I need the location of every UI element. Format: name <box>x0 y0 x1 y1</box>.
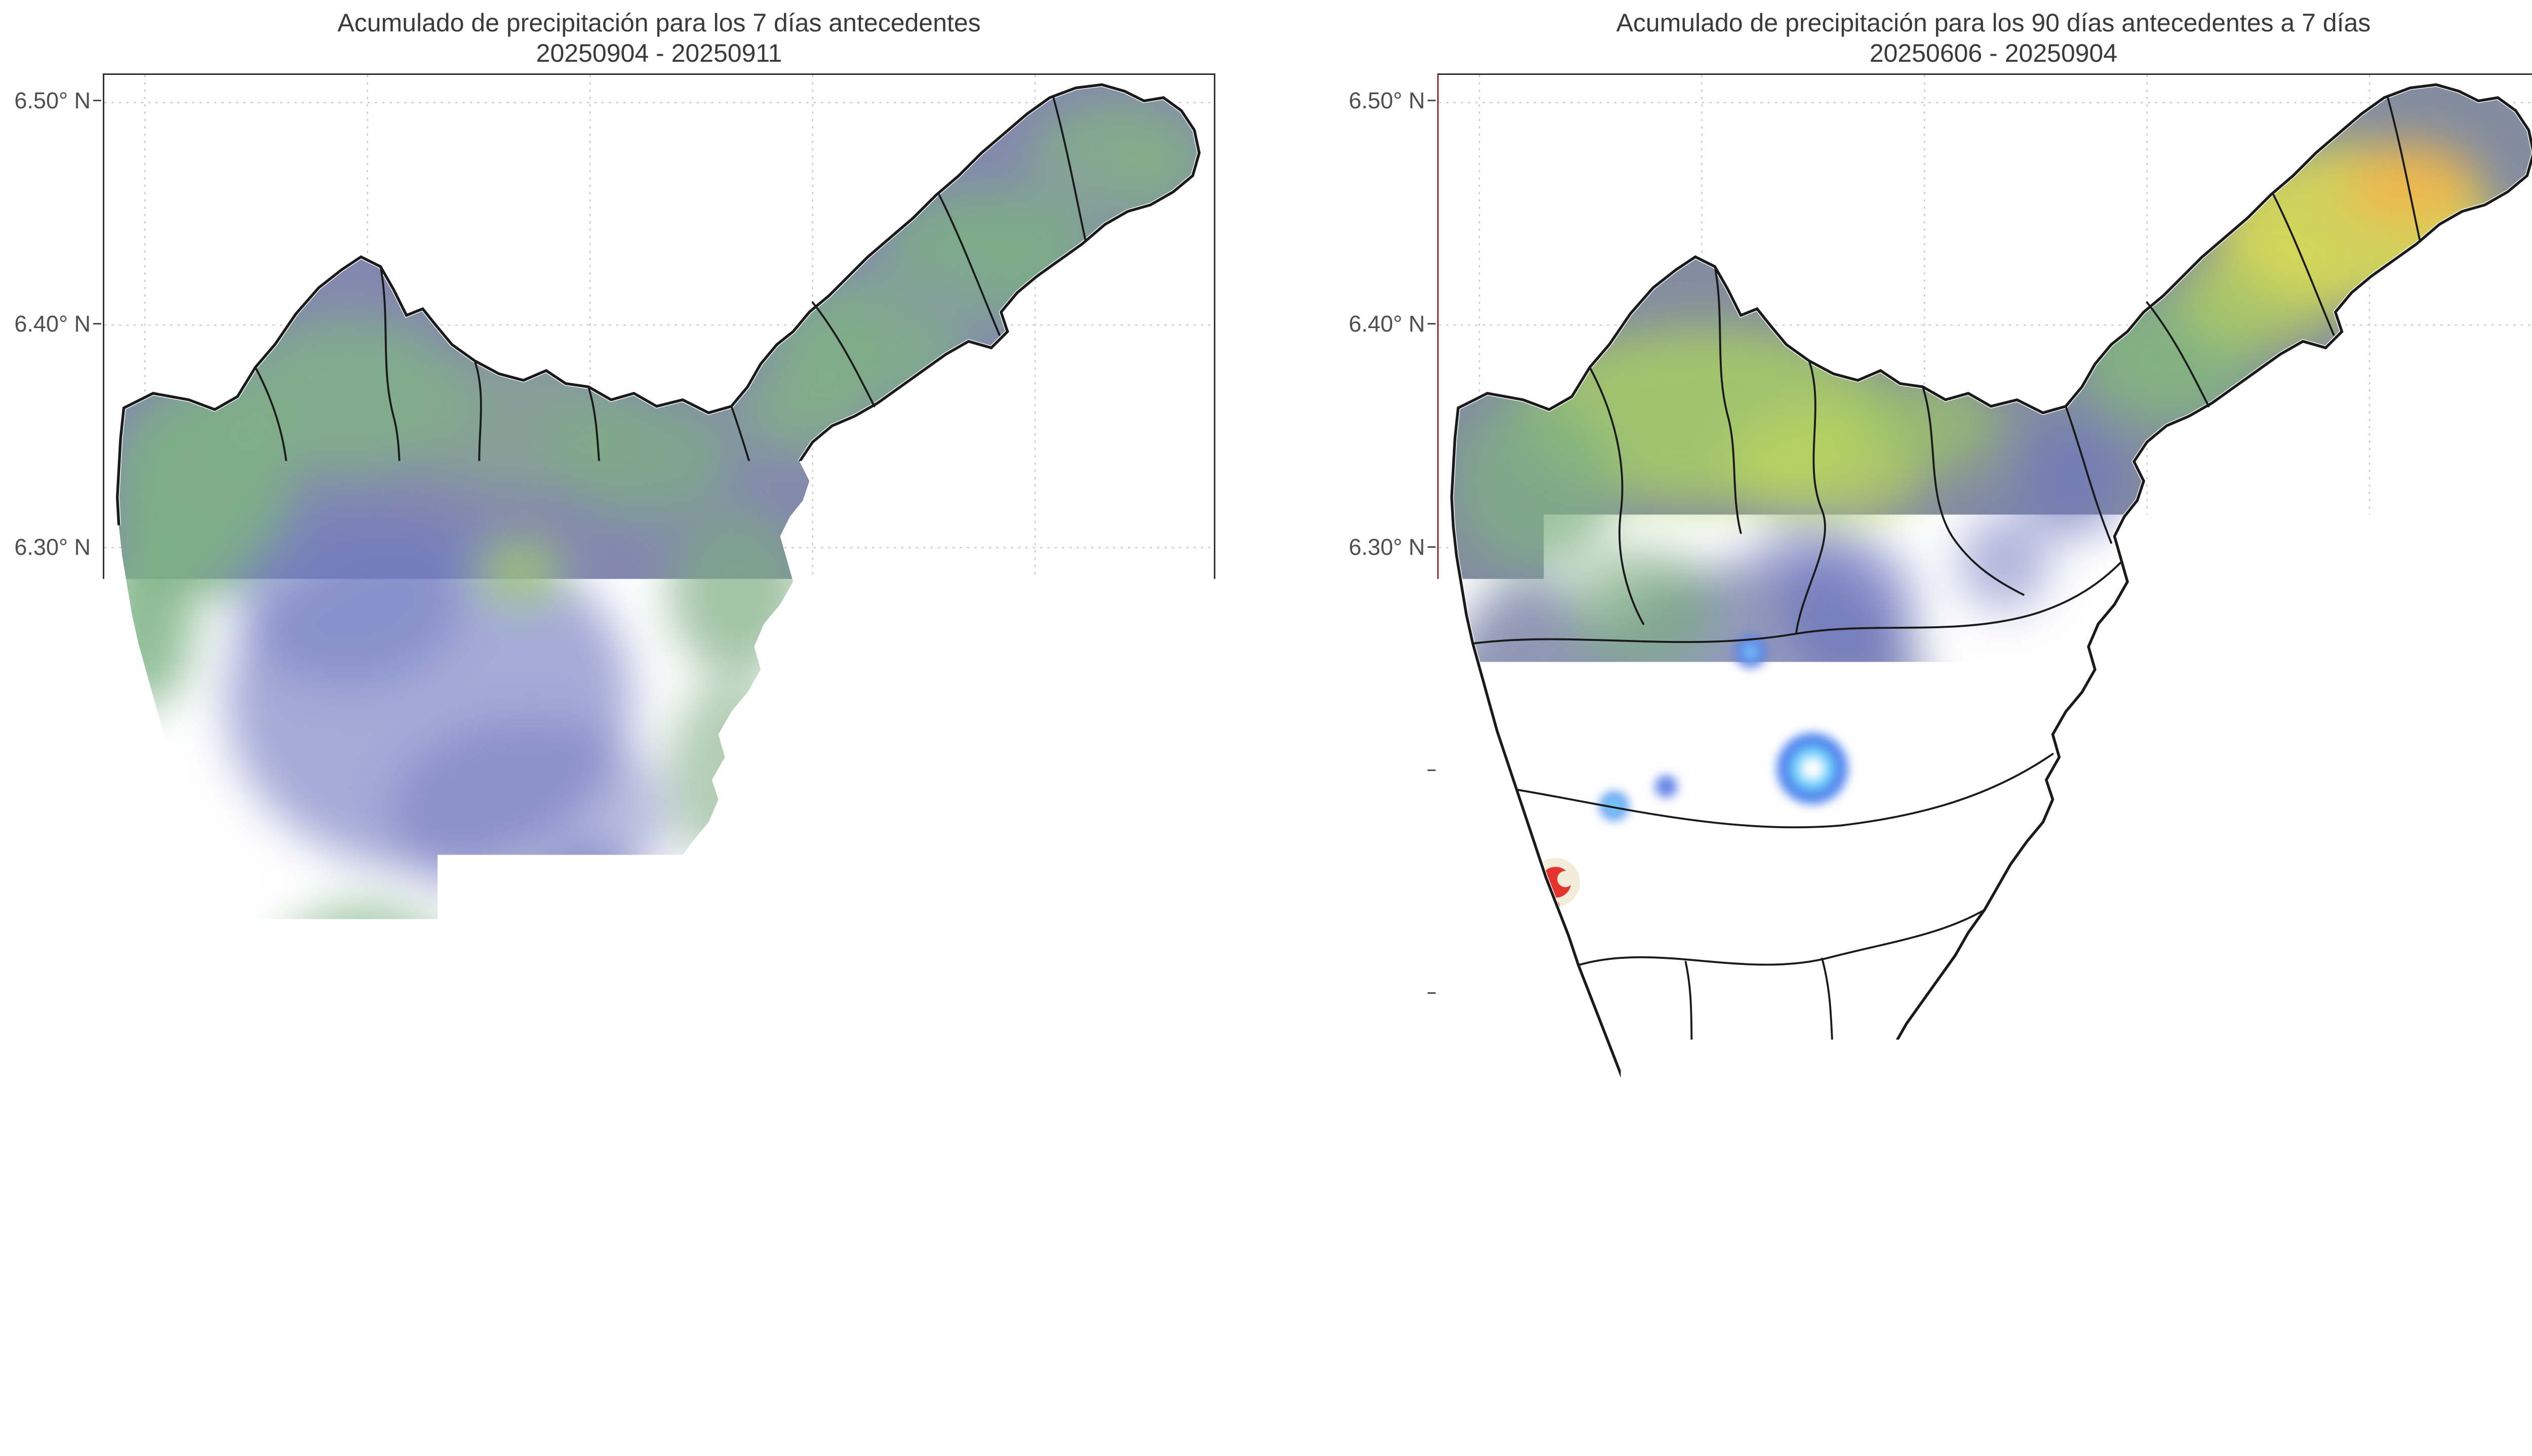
colorbar-7day <box>103 1322 1215 1361</box>
colorbar-gradient <box>1438 1323 2532 1360</box>
colorbar-tick-label: 40 <box>284 1368 309 1393</box>
colorbar-tick-label: 200 <box>828 1368 866 1393</box>
lat-tick-mark <box>1428 100 1436 101</box>
lat-tick-mark <box>93 1216 101 1217</box>
lat-tick-label: 6.40° N <box>0 311 91 337</box>
colorbar-tick-label: 60 <box>352 1368 378 1393</box>
colorbar-tick-label: 300 <box>1766 1368 1804 1393</box>
colorbar-tick-label: 280 <box>1103 1368 1141 1393</box>
colorbar-label: Acumulado Precipitación [mm] <box>103 1398 1215 1430</box>
colorbar-tick-label: 100 <box>1564 1368 1602 1393</box>
lon-tick-label: 75.70° W <box>96 1281 190 1307</box>
colorbar-tick-label: 0 <box>151 1368 164 1393</box>
colorbar-gradient <box>103 1323 1215 1360</box>
lon-tick-label: 75.60° W <box>1654 1281 1748 1307</box>
colorbar-tick-label: 140 <box>621 1368 659 1393</box>
panel-90day: Acumulado de precipitación para los 90 d… <box>1437 73 2532 1275</box>
lon-tick-label: 75.60° W <box>320 1281 414 1307</box>
lat-tick-label: 6.30° N <box>0 535 91 560</box>
colorbar-label: Acumulado Precipitación [mm] <box>1437 1398 2532 1430</box>
colorbar-tick-label: 900 <box>2372 1368 2410 1393</box>
lat-tick-mark <box>93 100 101 101</box>
lat-tick-label: 6.00° N <box>1304 1204 1425 1229</box>
lat-tick-label: 6.20° N <box>0 758 91 783</box>
colorbar-tick-label: 100 <box>484 1368 522 1393</box>
colorbar-tick-label: 20 <box>214 1368 240 1393</box>
panel-title: Acumulado de precipitación para los 90 d… <box>1437 8 2532 68</box>
figure: Acumulado de precipitación para los 7 dí… <box>0 0 2532 1456</box>
lat-tick-mark <box>1428 1216 1436 1217</box>
lon-tick-label: 75.30° W <box>990 1281 1084 1307</box>
lat-tick-label: 6.10° N <box>0 981 91 1006</box>
lat-tick-label: 6.30° N <box>1304 535 1425 560</box>
panel-7day: Acumulado de precipitación para los 7 dí… <box>103 73 1215 1275</box>
lon-tick-label: 75.70° W <box>1431 1281 1525 1307</box>
precipitation-map-90day <box>1439 75 2532 1274</box>
colorbar-tick-label: 700 <box>2170 1368 2208 1393</box>
colorbar-tick-label: 600 <box>2070 1368 2108 1393</box>
colorbar-tick-label: 180 <box>759 1368 797 1393</box>
lat-tick-mark <box>93 546 101 548</box>
colorbar-tick-label: 1000 <box>2468 1368 2518 1393</box>
lat-tick-mark <box>1428 323 1436 325</box>
lat-tick-label: 6.10° N <box>1304 981 1425 1006</box>
colorbar-tick-label: 200 <box>1666 1368 1704 1393</box>
colorbar-tick-label: 120 <box>552 1368 590 1393</box>
panel-title-line1: Acumulado de precipitación para los 90 d… <box>1437 8 2532 38</box>
lon-tick-label: 75.50° W <box>1877 1281 1971 1307</box>
lat-tick-mark <box>1428 770 1436 771</box>
colorbar-tick-label: 240 <box>966 1368 1004 1393</box>
lon-tick-label: 75.40° W <box>2101 1281 2195 1307</box>
lat-tick-mark <box>93 323 101 325</box>
panel-title: Acumulado de precipitación para los 7 dí… <box>103 8 1215 68</box>
colorbar-90day <box>1437 1322 2532 1361</box>
colorbar-tick-label: 800 <box>2272 1368 2310 1393</box>
colorbar-tick-label: 500 <box>1968 1368 2006 1393</box>
colorbar-tick-label: 0 <box>1476 1368 1489 1393</box>
colorbar-tick-label: 80 <box>421 1368 447 1393</box>
panel-title-line2: 20250904 - 20250911 <box>103 38 1215 68</box>
colorbar-tick-label: 400 <box>1868 1368 1906 1393</box>
lat-tick-label: 6.40° N <box>1304 311 1425 337</box>
lat-tick-mark <box>93 992 101 994</box>
precipitation-map-7day <box>104 75 1214 1274</box>
lat-tick-mark <box>1428 546 1436 548</box>
panel-title-line2: 20250606 - 20250904 <box>1437 38 2532 68</box>
lon-tick-label: 75.30° W <box>2324 1281 2418 1307</box>
lat-tick-mark <box>1428 992 1436 994</box>
map-axes <box>1437 73 2532 1275</box>
lon-tick-label: 75.50° W <box>543 1281 637 1307</box>
map-axes <box>103 73 1215 1275</box>
lat-tick-mark <box>93 770 101 771</box>
lon-tick-label: 75.40° W <box>766 1281 860 1307</box>
lat-tick-label: 6.50° N <box>0 88 91 113</box>
colorbar-tick-label: 160 <box>690 1368 728 1393</box>
colorbar-tick-label: 10 <box>180 1368 205 1393</box>
lat-tick-label: 6.50° N <box>1304 88 1425 113</box>
panel-title-line1: Acumulado de precipitación para los 7 dí… <box>103 8 1215 38</box>
lat-tick-label: 6.20° N <box>1304 758 1425 783</box>
lat-tick-label: 6.00° N <box>0 1204 91 1229</box>
